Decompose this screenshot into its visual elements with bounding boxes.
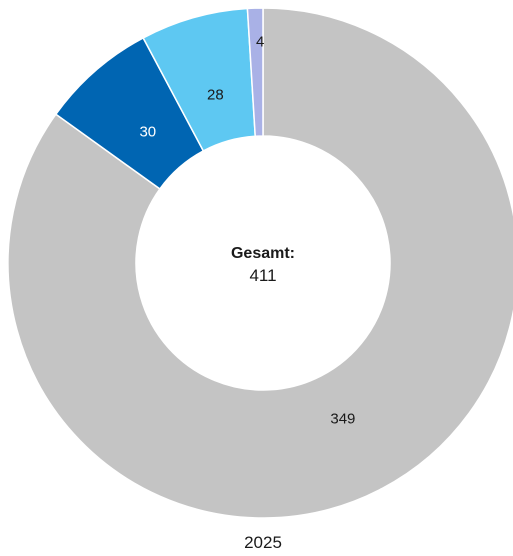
center-total-label: Gesamt: bbox=[231, 245, 295, 262]
slice-value-label-3: 4 bbox=[256, 33, 264, 50]
center-total-value: 411 bbox=[249, 266, 276, 285]
slice-value-label-2: 28 bbox=[207, 87, 224, 104]
slice-value-label-1: 30 bbox=[139, 123, 156, 140]
slice-labels-layer: 349 30 28 4 bbox=[139, 33, 355, 427]
year-label: 2025 bbox=[244, 533, 282, 552]
donut-slice-3 bbox=[246, 7, 264, 138]
slice-value-label-0: 349 bbox=[330, 411, 355, 428]
slices-layer bbox=[7, 7, 513, 519]
donut-slice-0 bbox=[7, 7, 513, 519]
